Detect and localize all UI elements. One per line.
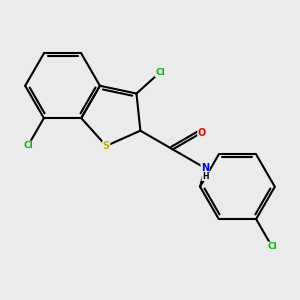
Text: O: O xyxy=(198,128,206,138)
Text: Cl: Cl xyxy=(23,141,33,150)
Text: H: H xyxy=(202,172,208,181)
Text: Cl: Cl xyxy=(267,242,277,251)
Text: Cl: Cl xyxy=(155,68,165,77)
Text: N: N xyxy=(201,163,209,173)
Text: S: S xyxy=(103,141,110,151)
